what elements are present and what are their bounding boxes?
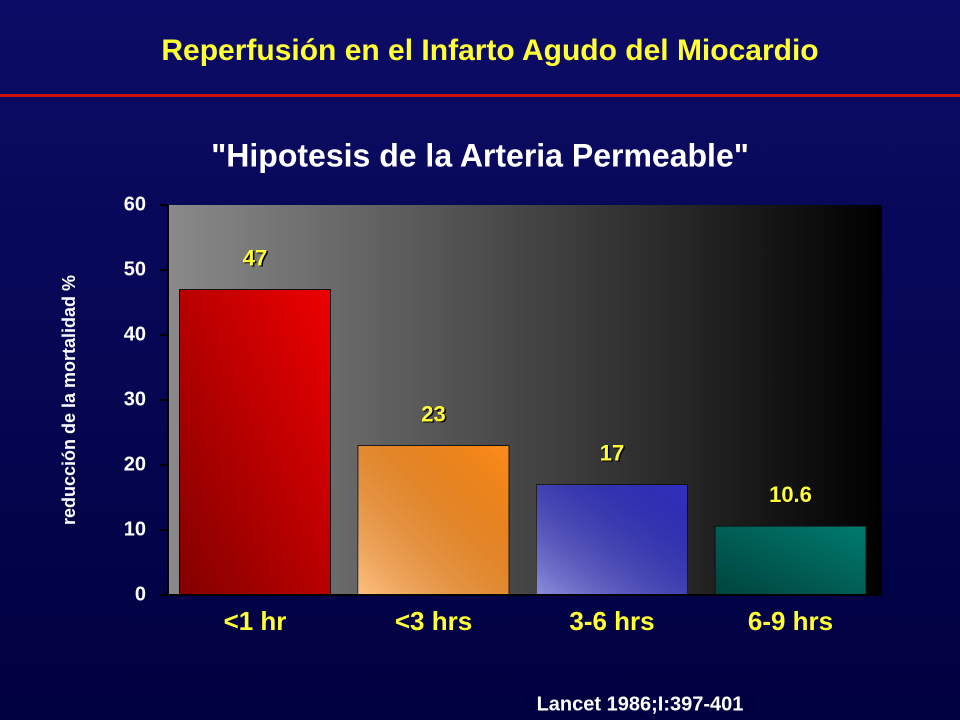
value-label: 47 [243, 245, 267, 270]
chart-title: "Hipotesis de la Arteria Permeable" [211, 137, 749, 173]
x-tick-label: 6-9 hrs [748, 606, 833, 636]
title-rule [0, 94, 960, 97]
y-tick-label: 40 [124, 323, 146, 345]
value-label: 23 [421, 401, 445, 426]
bar-shade [358, 445, 509, 595]
bar-shade [179, 289, 331, 595]
bar-shade [536, 484, 688, 595]
y-tick-label: 10 [124, 518, 146, 540]
x-tick-label: <1 hr [224, 606, 287, 636]
value-label-shadow: 17 [601, 441, 625, 466]
value-label: 17 [600, 440, 624, 465]
y-tick-label: 50 [124, 258, 146, 280]
y-tick-label: 20 [124, 453, 146, 475]
value-label-shadow: 47 [244, 246, 268, 271]
x-tick-label: <3 hrs [395, 606, 472, 636]
value-label-shadow: 23 [423, 402, 447, 427]
value-label: 10.6 [769, 482, 812, 507]
value-label-shadow: 10.6 [771, 483, 814, 508]
slide-title: Reperfusión en el Infarto Agudo del Mioc… [161, 34, 818, 67]
y-tick-label: 30 [124, 388, 146, 410]
x-tick-label: 3-6 hrs [569, 606, 654, 636]
bar-shade [715, 526, 866, 595]
y-axis-label: reducción de la mortalidad % [59, 275, 79, 525]
y-tick-label: 0 [135, 583, 146, 605]
y-tick-label: 60 [124, 193, 146, 215]
source: Lancet 1986;I:397-401 [537, 693, 744, 715]
